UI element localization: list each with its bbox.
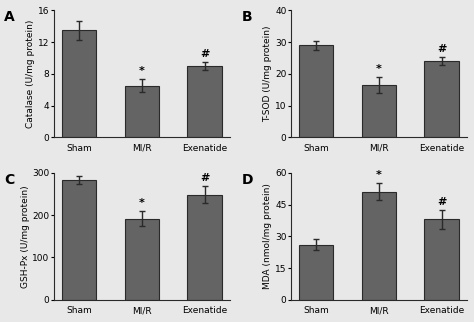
Text: *: * <box>376 170 382 180</box>
Bar <box>187 195 222 300</box>
Text: B: B <box>241 10 252 24</box>
Text: #: # <box>437 44 447 54</box>
Text: *: * <box>376 64 382 74</box>
Bar <box>362 192 396 300</box>
Y-axis label: MDA (nmol/mg protein): MDA (nmol/mg protein) <box>263 184 272 289</box>
Text: #: # <box>200 173 210 183</box>
Text: C: C <box>4 173 15 187</box>
Bar <box>299 45 333 137</box>
Bar <box>299 245 333 300</box>
Y-axis label: GSH-Px (U/mg protein): GSH-Px (U/mg protein) <box>20 185 29 288</box>
Bar <box>424 219 459 300</box>
Text: A: A <box>4 10 15 24</box>
Text: *: * <box>139 66 145 76</box>
Y-axis label: T-SOD (U/mg protein): T-SOD (U/mg protein) <box>263 26 272 122</box>
Bar <box>362 85 396 137</box>
Bar <box>62 180 96 300</box>
Text: #: # <box>437 197 447 207</box>
Bar <box>62 30 96 137</box>
Bar <box>125 86 159 137</box>
Text: #: # <box>200 49 210 59</box>
Y-axis label: Catalase (U/mg protein): Catalase (U/mg protein) <box>26 20 35 128</box>
Text: D: D <box>241 173 253 187</box>
Bar <box>424 61 459 137</box>
Bar <box>187 66 222 137</box>
Bar <box>125 219 159 300</box>
Text: *: * <box>139 198 145 208</box>
